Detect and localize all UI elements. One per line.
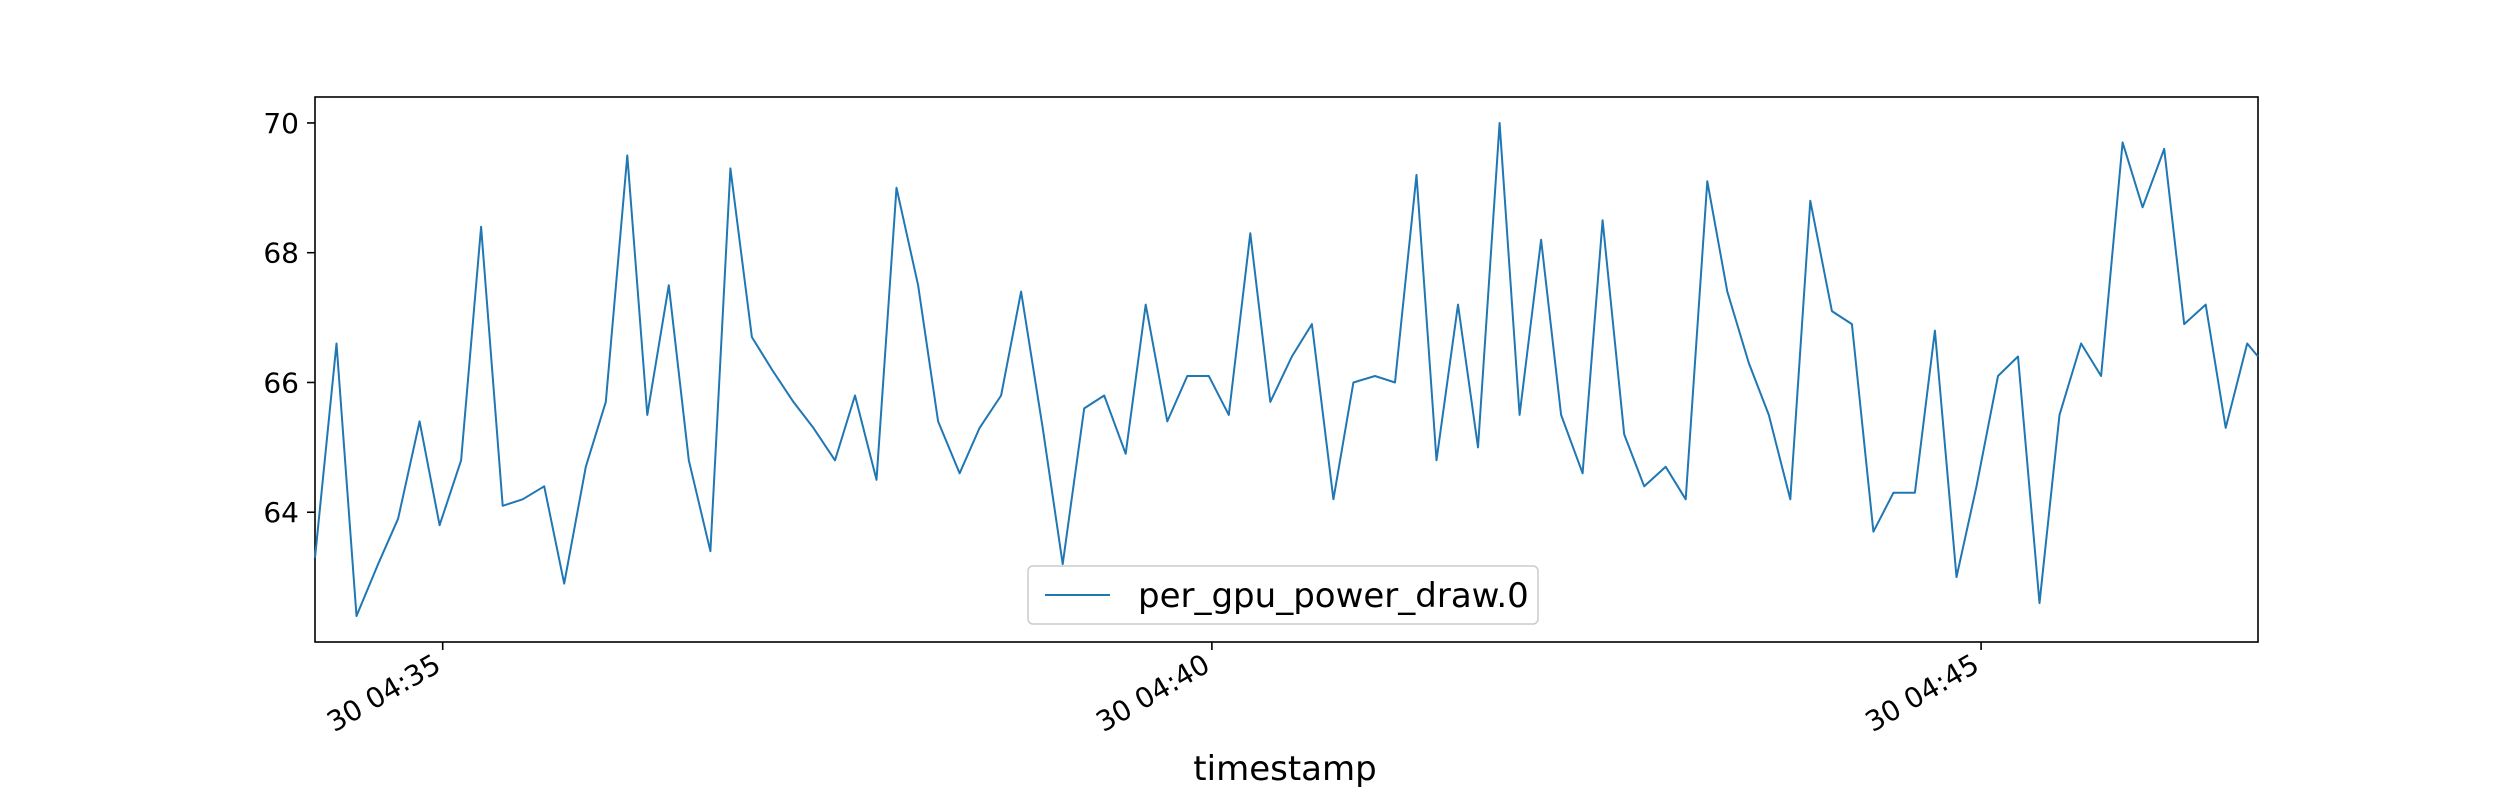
- plot-frame: [314, 96, 2259, 643]
- x-axis: 30 04:35 30 04:40 30 04:45: [321, 642, 1985, 739]
- y-tick-label: 70: [263, 107, 299, 140]
- y-axis: 64 66 68 70: [263, 107, 315, 529]
- x-tick-label: 30 04:35: [321, 647, 446, 738]
- y-tick-label: 68: [263, 237, 299, 270]
- plot-area: [314, 96, 2259, 643]
- legend-box: [1027, 565, 1539, 625]
- x-tick-label: 30 04:40: [1090, 647, 1215, 738]
- legend: per_gpu_power_draw.0: [1027, 565, 1539, 625]
- legend-entry-per-gpu-power-draw: per_gpu_power_draw.0: [1138, 576, 1529, 616]
- y-tick-label: 66: [263, 366, 299, 399]
- x-axis-label: timestamp: [1193, 749, 1376, 789]
- x-tick-label: 30 04:45: [1860, 647, 1985, 738]
- y-tick-label: 64: [263, 496, 299, 529]
- series-line-per-gpu-power-draw: [314, 122, 2259, 617]
